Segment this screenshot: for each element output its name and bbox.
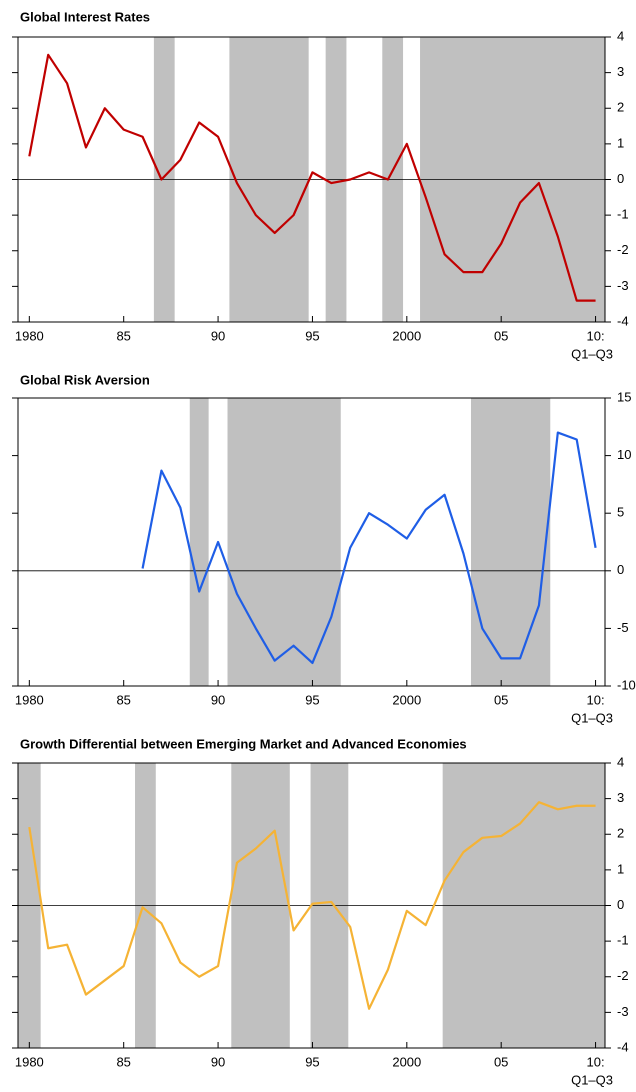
y-tick-label: 1: [617, 135, 624, 150]
x-tick-label: 85: [116, 328, 130, 343]
x-tick-label: 2000: [392, 328, 421, 343]
x-tick-label: 95: [305, 1054, 319, 1069]
y-tick-label: -2: [617, 968, 629, 983]
x-tick-label: 1980: [15, 1054, 44, 1069]
y-tick-label: -4: [617, 1039, 629, 1054]
chart-title: Global Interest Rates: [20, 9, 150, 24]
y-tick-label: 1: [617, 861, 624, 876]
y-tick-label: -4: [617, 313, 629, 328]
y-tick-label: -2: [617, 242, 629, 257]
plot-frame: [17, 762, 606, 1049]
x-tick-label: 90: [211, 1054, 225, 1069]
shaded-period: [227, 398, 341, 686]
y-tick-label: 0: [617, 171, 624, 186]
data-line: [28, 53, 596, 302]
y-tick-label: 4: [617, 754, 624, 769]
x-tick-label: 1980: [15, 692, 44, 707]
shaded-period: [470, 398, 551, 686]
chart-title: Growth Differential between Emerging Mar…: [20, 736, 467, 751]
x-tick-label: 90: [211, 692, 225, 707]
plot-frame: [17, 397, 606, 687]
x-tick-label: 95: [305, 328, 319, 343]
y-tick-label: -3: [617, 1004, 629, 1019]
x-tick-label: 2000: [392, 692, 421, 707]
y-tick-label: -10: [617, 677, 636, 692]
y-tick-label: 4: [617, 28, 624, 43]
y-tick-label: 2: [617, 826, 624, 841]
y-tick-label: -3: [617, 278, 629, 293]
x-tick-label: 95: [305, 692, 319, 707]
x-tick-label: 10:: [587, 1054, 605, 1069]
y-tick-label: 0: [617, 897, 624, 912]
x-note: Q1–Q3: [571, 346, 613, 361]
x-tick-label: 05: [494, 692, 508, 707]
data-line: [28, 801, 596, 1010]
plot-frame: [17, 36, 606, 323]
y-tick-label: 2: [617, 100, 624, 115]
x-note: Q1–Q3: [571, 1072, 613, 1087]
y-tick-label: 15: [617, 389, 631, 404]
x-tick-label: 05: [494, 328, 508, 343]
x-tick-label: 2000: [392, 1054, 421, 1069]
y-tick-label: -5: [617, 620, 629, 635]
x-tick-label: 85: [116, 1054, 130, 1069]
y-tick-label: -1: [617, 933, 629, 948]
data-line: [141, 431, 597, 665]
x-tick-label: 05: [494, 1054, 508, 1069]
x-tick-label: 10:: [587, 692, 605, 707]
y-tick-label: 0: [617, 562, 624, 577]
shaded-period: [189, 398, 209, 686]
x-note: Q1–Q3: [571, 710, 613, 725]
x-tick-label: 10:: [587, 328, 605, 343]
y-tick-label: 3: [617, 64, 624, 79]
y-tick-label: 5: [617, 505, 624, 520]
chart-title: Global Risk Aversion: [20, 372, 150, 387]
x-tick-label: 1980: [15, 328, 44, 343]
x-tick-label: 85: [116, 692, 130, 707]
x-tick-label: 90: [211, 328, 225, 343]
y-tick-label: 10: [617, 447, 631, 462]
y-tick-label: -1: [617, 207, 629, 222]
y-tick-label: 3: [617, 790, 624, 805]
